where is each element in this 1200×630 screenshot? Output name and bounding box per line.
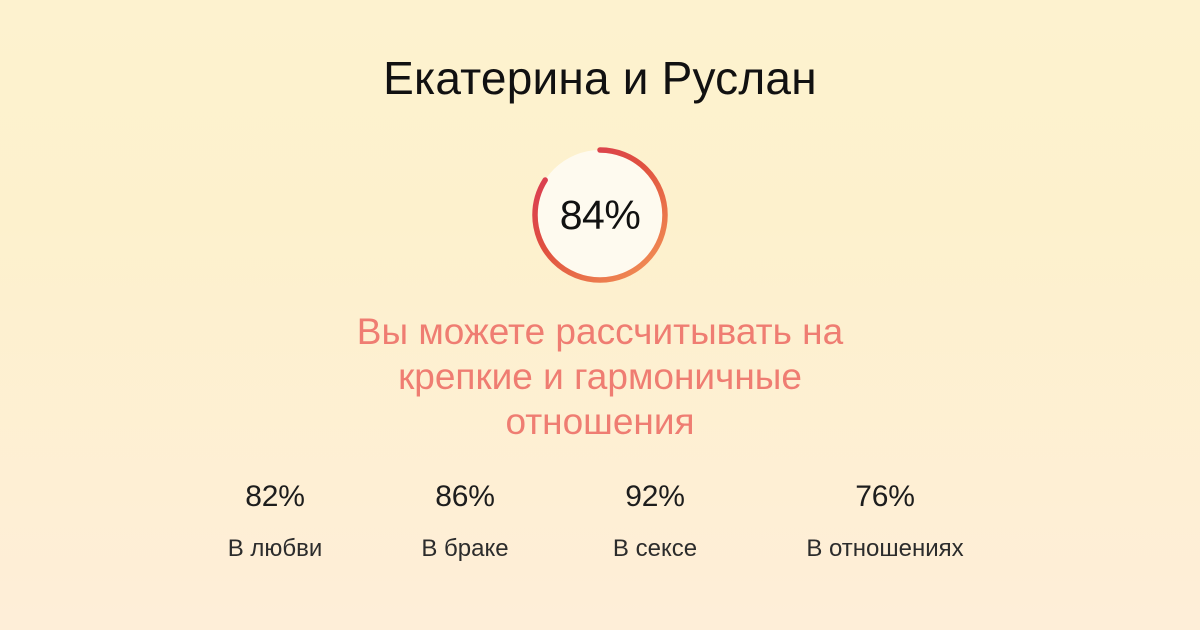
verdict-text: Вы можете рассчитывать на крепкие и гарм… (150, 309, 1050, 444)
stat-label: В любви (227, 535, 323, 562)
verdict-line-3: отношения (505, 401, 695, 442)
stat-item-sex: 92% В сексе (580, 478, 730, 564)
gauge-value-label: 84% (559, 191, 641, 238)
gauge-progress-arc (532, 147, 668, 283)
stat-value: 86% (435, 480, 495, 513)
verdict-line-1: Вы можете рассчитывать на (356, 311, 844, 352)
stat-item-relationship: 76% В отношениях (770, 478, 1000, 564)
page-title: Екатерина и Руслан (383, 52, 817, 104)
stat-label: В сексе (612, 535, 698, 562)
stat-item-love: 82% В любви (200, 478, 350, 564)
stat-label: В отношениях (806, 535, 964, 562)
stat-value: 76% (855, 480, 915, 513)
stat-label: В браке (421, 535, 509, 562)
gauge-inner-disc (535, 150, 665, 280)
compatibility-gauge: 84% (531, 146, 669, 284)
stat-value: 82% (245, 480, 305, 513)
stat-value: 92% (625, 480, 685, 513)
donut-gauge-icon (532, 147, 668, 283)
stat-item-marriage: 86% В браке (390, 478, 540, 564)
stats-row: 82% В любви 86% В браке 92% В сексе 76% … (200, 478, 1000, 564)
verdict-line-2: крепкие и гармоничные (398, 356, 802, 397)
